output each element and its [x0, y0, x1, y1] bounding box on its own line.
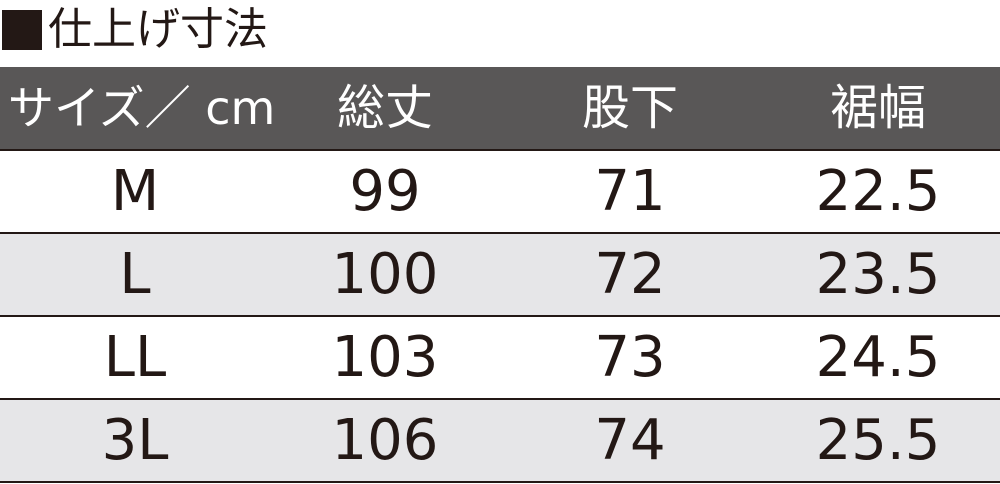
size-cell: M — [110, 158, 160, 224]
table-row: LL 103 73 24.5 — [0, 317, 1000, 400]
size-cell: LL — [103, 324, 167, 390]
inseam-cell: 73 — [594, 324, 666, 390]
size-cell: 3L — [101, 407, 169, 473]
table-row: M 99 71 22.5 — [0, 151, 1000, 234]
size-cell: L — [119, 241, 151, 307]
hem-width-cell: 23.5 — [815, 241, 941, 307]
total-length-cell: 106 — [331, 407, 439, 473]
section-title-text: 仕上げ寸法 — [48, 4, 268, 55]
hem-width-cell: 22.5 — [815, 158, 941, 224]
header-inseam: 股下 — [581, 80, 678, 136]
square-bullet-icon — [2, 10, 42, 50]
table-row: L 100 72 23.5 — [0, 234, 1000, 317]
section-title: 仕上げ寸法 — [2, 0, 268, 60]
header-size: サイズ／ cm — [8, 81, 276, 135]
hem-width-cell: 24.5 — [815, 324, 941, 390]
total-length-cell: 103 — [331, 324, 439, 390]
table-row: 3L 106 74 25.5 — [0, 400, 1000, 483]
inseam-cell: 72 — [594, 241, 666, 307]
inseam-cell: 74 — [594, 407, 666, 473]
header-total-length: 総丈 — [336, 80, 433, 136]
table-header-row: サイズ／ cm 総丈 股下 裾幅 — [0, 67, 1000, 151]
total-length-cell: 100 — [331, 241, 439, 307]
size-table: サイズ／ cm 総丈 股下 裾幅 M 99 71 22.5 L 100 72 2… — [0, 67, 1000, 483]
inseam-cell: 71 — [594, 158, 666, 224]
header-hem-width: 裾幅 — [829, 80, 926, 136]
hem-width-cell: 25.5 — [815, 407, 941, 473]
total-length-cell: 99 — [349, 158, 421, 224]
